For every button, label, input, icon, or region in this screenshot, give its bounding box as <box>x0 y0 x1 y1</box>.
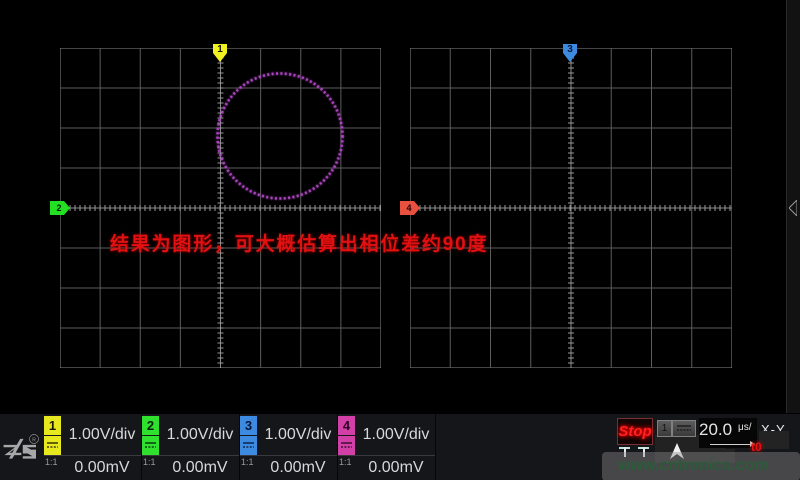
svg-text:R: R <box>32 438 36 444</box>
